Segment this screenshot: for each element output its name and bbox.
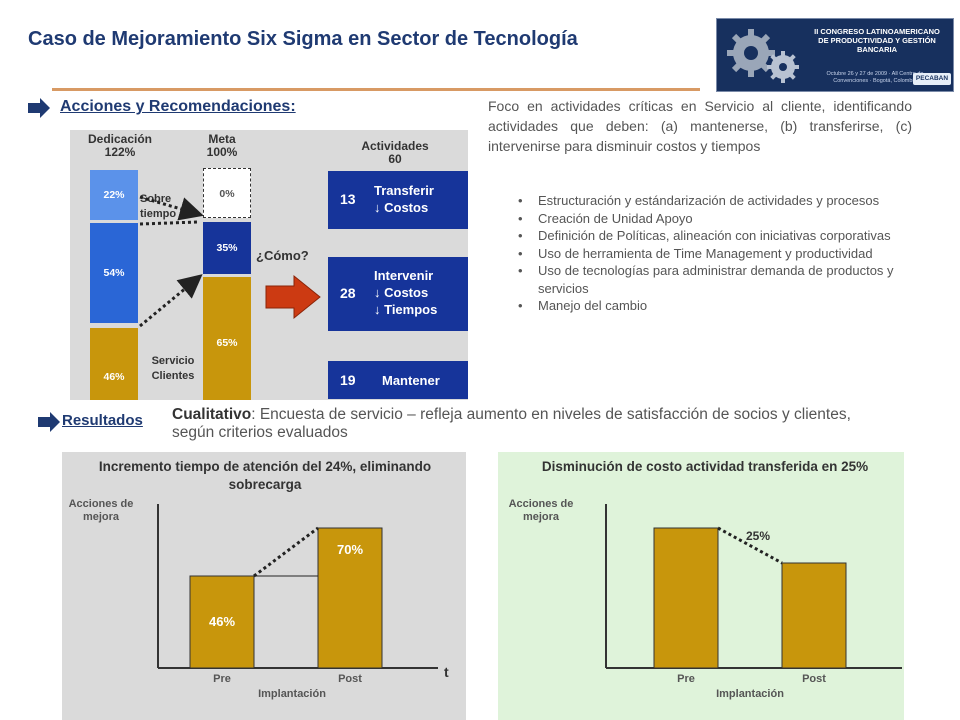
chart1-ylabel: Acciones de mejora [68,498,134,523]
bar-post [317,527,383,669]
chart2-svg: Pre Post 25% [605,504,902,685]
gears-icon [727,29,799,83]
chart-panel-tiempo [62,452,466,720]
bar-pre [653,527,719,669]
activity-transferir: 13 Transferir ↓ Costos [328,171,468,229]
actividades-label: Actividades 60 [361,139,429,166]
meta-actividades-segment: 35% [203,222,251,274]
servicio-connector [139,274,203,328]
activity-intervenir: 28 Intervenir ↓ Costos ↓ Tiempos [328,257,468,331]
congress-banner: II CONGRESO LATINOAMERICANO DE PRODUCTIV… [716,18,954,92]
page-title: Caso de Mejoramiento Six Sigma en Sector… [28,28,578,50]
annotation-label: 25% [746,529,770,543]
banner-logo: PECABAN [913,73,951,85]
dedicacion-servicio-segment: 46% [90,328,138,400]
meta-sobretiempo-segment: 0% [203,168,251,218]
trend-connector [253,526,319,578]
chart2-title: Disminución de costo actividad transferi… [541,459,869,474]
chart1-xlabel: Implantación [258,688,326,700]
data-label: 46% [209,614,235,629]
meta-servicio-segment: 65% [203,277,251,400]
resultados-cualitativo: Cualitativo: Encuesta de servicio – refl… [172,406,851,441]
sobretiempo-connector [139,195,204,221]
banner-details: Octubre 26 y 27 de 2009 · All Centro de … [826,71,924,84]
meta-label: Meta 100% [206,132,238,159]
tick-label: Post [338,673,362,685]
trend-connector [717,526,783,565]
section-arrow-icon [38,412,60,432]
dedicacion-actividades-segment: 54% [90,223,138,323]
list-item: Creación de Unidad Apoyo [516,210,910,228]
activity-mantener: 19 Mantener [328,361,468,399]
resultados-heading: Resultados [62,412,143,429]
chart2-ylabel: Acciones de mejora [508,498,574,523]
list-item: Definición de Políticas, alineación con … [516,227,910,245]
acciones-list: Estructuración y estándarización de acti… [516,192,910,315]
dedicacion-label: Dedicación 122% [87,132,153,159]
section-arrow-icon [28,98,50,118]
sobre-tiempo-label: Sobre tiempo [140,193,177,220]
banner-title: II CONGRESO LATINOAMERICANO DE PRODUCTIV… [814,27,940,54]
acciones-intro: Foco en actividades críticas en Servicio… [488,98,912,154]
tick-label: Post [802,673,826,685]
list-item: Estructuración y estándarización de acti… [516,192,910,210]
data-label: 70% [337,542,363,557]
tick-label: Pre [677,673,695,685]
acciones-heading: Acciones y Recomendaciones: [60,98,296,115]
chart1-axis-end-label: t [444,664,449,680]
tick-label: Pre [213,673,231,685]
chart1-title: Incremento tiempo de atención del 24%, e… [98,459,432,492]
bar-post [781,562,847,669]
chart1-svg: Pre 46% Post 70% [157,504,438,685]
como-label: ¿Cómo? [256,248,309,263]
bar-pre [189,575,255,669]
list-item: Uso de herramienta de Time Management y … [516,245,910,263]
actividades-connector [139,220,199,226]
servicio-clientes-label: Servicio Clientes [151,355,195,382]
list-item: Manejo del cambio [516,297,910,315]
title-divider [52,88,700,91]
como-arrow-icon [265,274,321,320]
chart2-xlabel: Implantación [716,688,784,700]
dedicacion-sobretiempo-segment: 22% [90,170,138,220]
list-item: Uso de tecnologías para administrar dema… [516,262,910,297]
